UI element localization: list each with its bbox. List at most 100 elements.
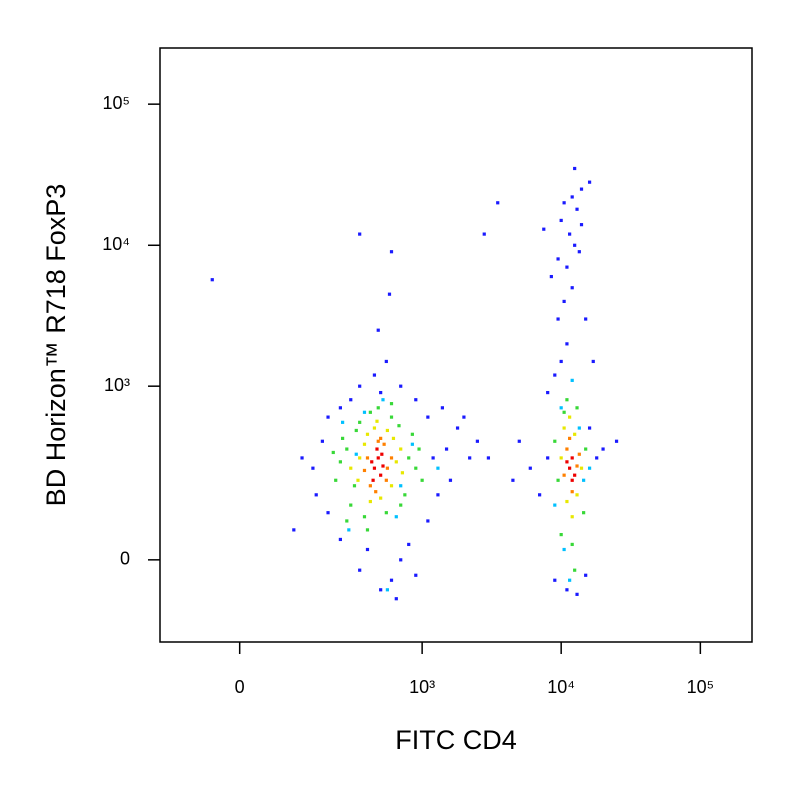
event-dot <box>511 478 515 482</box>
event-dot <box>570 490 574 494</box>
event-dot <box>582 478 586 482</box>
event-dot <box>407 542 411 547</box>
event-dot <box>565 460 569 464</box>
event-dot <box>575 493 579 497</box>
event-dot <box>414 573 418 577</box>
event-dot <box>210 278 214 282</box>
event-dot <box>579 187 584 191</box>
event-dot <box>376 456 380 460</box>
event-dot <box>486 456 491 460</box>
event-dot <box>403 493 407 497</box>
event-dot <box>292 528 296 532</box>
event-dot <box>365 456 370 460</box>
event-dot <box>407 456 411 460</box>
event-dot <box>562 547 566 552</box>
event-dot <box>565 499 569 504</box>
event-dot <box>591 359 595 364</box>
event-dot <box>568 578 572 582</box>
event-dot <box>372 373 377 377</box>
event-dot <box>568 415 572 419</box>
event-dot <box>579 223 584 227</box>
x-tick-label: 0 <box>235 677 245 697</box>
y-tick-label: 0 <box>120 549 130 569</box>
event-dot <box>354 452 358 456</box>
event-dot <box>389 456 394 460</box>
event-dot <box>565 588 569 592</box>
event-dot <box>381 398 385 402</box>
event-dot <box>562 201 566 205</box>
event-dot <box>584 317 588 321</box>
x-tick-label: 10⁵ <box>687 677 714 697</box>
event-dot <box>587 466 592 470</box>
event-dot <box>546 456 550 460</box>
event-dot <box>562 426 566 430</box>
event-dot <box>538 493 542 497</box>
event-dot <box>568 436 572 440</box>
event-dot <box>565 398 569 402</box>
event-dot <box>358 384 362 388</box>
event-dot <box>556 257 560 261</box>
event-dot <box>562 299 566 304</box>
event-dot <box>577 250 581 254</box>
event-dot <box>556 478 560 482</box>
event-dot <box>579 466 584 470</box>
event-dot <box>375 419 379 423</box>
event-dot <box>331 450 335 455</box>
event-dot <box>448 478 453 482</box>
event-dot <box>584 573 588 577</box>
event-dot <box>559 218 563 223</box>
event-dot <box>440 406 445 410</box>
event-dot <box>568 232 572 236</box>
event-dot <box>565 447 569 451</box>
event-dot <box>565 265 569 269</box>
event-dot <box>385 428 389 433</box>
event-dot <box>577 452 581 456</box>
event-dot <box>394 460 398 464</box>
event-dot <box>362 515 367 519</box>
event-dot <box>334 478 338 482</box>
event-dot <box>562 473 566 477</box>
event-dot <box>397 424 401 428</box>
event-dot <box>372 466 377 470</box>
event-dot <box>311 466 315 470</box>
event-dot <box>338 406 342 410</box>
event-dot <box>410 432 414 436</box>
event-dot <box>426 519 430 523</box>
event-dot <box>496 201 500 205</box>
event-dot <box>358 568 362 572</box>
event-dot <box>399 503 403 507</box>
event-dot <box>352 484 357 488</box>
event-dot <box>570 195 574 199</box>
event-dot <box>394 515 398 519</box>
event-dot <box>399 484 403 488</box>
event-dot <box>349 503 353 507</box>
event-dot <box>562 410 566 414</box>
event-dot <box>389 484 394 488</box>
event-dot <box>384 359 388 364</box>
event-dot <box>379 588 383 592</box>
event-dot <box>559 359 563 364</box>
event-dot <box>584 447 588 451</box>
event-dot <box>575 406 579 410</box>
event-dot <box>389 250 394 254</box>
event-dot <box>570 515 574 519</box>
event-dot <box>368 410 372 414</box>
event-dot <box>556 317 560 321</box>
event-dot <box>314 493 318 497</box>
event-dot <box>420 478 424 482</box>
plot-frame <box>159 47 753 643</box>
event-dot <box>431 456 435 460</box>
x-tick-label: 10³ <box>409 677 435 697</box>
event-dot <box>575 592 579 596</box>
event-dot <box>358 232 362 236</box>
event-dot <box>587 180 592 184</box>
event-dot <box>320 439 324 443</box>
event-dot <box>379 436 383 440</box>
event-dot <box>595 456 599 460</box>
event-dot <box>573 166 577 171</box>
y-tick-label: 10³ <box>104 375 130 395</box>
event-dot <box>376 439 380 443</box>
x-tick-label: 10⁴ <box>547 677 575 697</box>
event-dot <box>417 447 421 451</box>
